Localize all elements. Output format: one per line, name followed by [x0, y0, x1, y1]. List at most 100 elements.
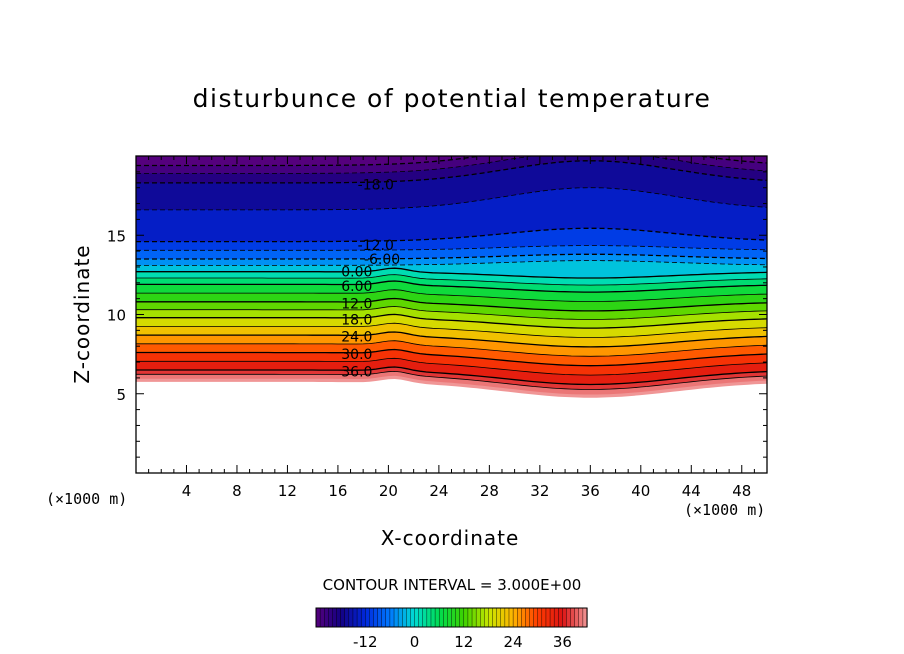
colorbar-segment	[574, 607, 580, 628]
colorbar-segment	[356, 607, 362, 628]
contour-label: 6.00	[341, 279, 372, 295]
colorbar-segment	[385, 607, 391, 628]
colorbar-segment	[566, 607, 572, 628]
colorbar-segment	[533, 607, 539, 628]
y-axis-label: Z-coordinate	[70, 244, 94, 384]
contour-label: 0.00	[341, 265, 372, 281]
contour-label: 30.0	[341, 347, 372, 363]
colorbar-segment	[496, 607, 502, 628]
colorbar-segment	[319, 607, 325, 628]
colorbar-segment	[504, 607, 510, 628]
colorbar-segment	[381, 607, 387, 628]
colorbar-segment	[324, 607, 329, 628]
colorbar-segment	[377, 607, 383, 628]
contour-line	[136, 322, 767, 338]
colorbar-segment	[397, 607, 403, 628]
colorbar-segment	[369, 607, 375, 628]
colorbar-segment	[578, 607, 584, 628]
contour-label: 18.0	[341, 312, 372, 328]
colorbar-segment	[529, 607, 535, 628]
contour-line	[136, 331, 767, 348]
colorbar-segment	[553, 607, 559, 628]
colorbar-segment	[488, 607, 494, 628]
colorbar-segment	[434, 607, 440, 628]
contour-line	[136, 260, 767, 266]
colorbar-segment	[438, 607, 444, 628]
colorbar-segment	[422, 607, 428, 628]
contour-line	[136, 366, 767, 386]
colorbar-segment	[426, 607, 432, 628]
contour-line	[136, 160, 767, 184]
x-tick-label: 44	[682, 482, 701, 500]
x-unit-label-left: (×1000 m)	[46, 490, 128, 508]
colorbar-segment	[393, 607, 399, 628]
colorbar-segment	[492, 607, 498, 628]
colorbar-segment	[414, 607, 420, 628]
contour-line	[136, 289, 767, 302]
contour-line	[136, 227, 767, 243]
contour-line	[136, 306, 767, 320]
y-tick-label: 5	[116, 386, 126, 404]
colorbar-segment	[562, 607, 568, 628]
contour-line	[136, 348, 767, 367]
x-axis-label: X-coordinate	[380, 526, 520, 550]
colorbar-segment	[336, 607, 342, 628]
colorbar-segment	[570, 607, 576, 628]
colorbar-segment	[328, 607, 334, 628]
colorbar-segment	[340, 607, 346, 628]
x-tick-label: 32	[530, 482, 549, 500]
colorbar-segment	[459, 607, 465, 628]
colorbar-segment	[500, 607, 506, 628]
colorbar-segment	[365, 607, 370, 628]
contour-label: -6.00	[364, 252, 400, 268]
contour-line	[136, 245, 767, 251]
contour-label: 12.0	[341, 296, 372, 312]
colorbar-segment	[455, 607, 461, 628]
colorbar-segment	[443, 607, 449, 628]
contour-line	[136, 340, 767, 357]
contour-label: 24.0	[341, 330, 372, 346]
colorbar-segment	[430, 607, 436, 628]
colorbar-segment	[484, 607, 490, 628]
colorbar-segment	[389, 607, 395, 628]
colorbar-segment	[467, 607, 473, 628]
colorbar-segment	[406, 607, 412, 628]
contour-label: -12.0	[358, 238, 394, 254]
x-tick-label: 12	[278, 482, 297, 500]
x-tick-label: 28	[480, 482, 499, 500]
fill-band-white	[136, 379, 767, 473]
contour-line	[136, 274, 767, 286]
colorbar-tick-label: 24	[504, 633, 523, 651]
colorbar-segment	[525, 607, 531, 628]
colorbar-tick-label: -12	[353, 633, 378, 651]
colorbar-segment	[537, 607, 543, 628]
colorbar-segment	[348, 607, 354, 628]
colorbar-segment	[558, 607, 563, 628]
colorbar-segment	[332, 607, 338, 628]
contour-line	[136, 357, 767, 376]
colorbar-segment	[545, 607, 551, 628]
colorbar-frame	[315, 607, 588, 628]
x-tick-label: 40	[631, 482, 650, 500]
colorbar-segment	[512, 607, 518, 628]
colorbar-segment	[451, 607, 457, 628]
colorbar-segment	[344, 607, 350, 628]
contour-label: 36.0	[341, 365, 372, 381]
colorbar-segment	[360, 607, 366, 628]
colorbar-segment	[315, 607, 321, 628]
colorbar-tick-label: 36	[553, 633, 572, 651]
colorbar-segment	[447, 607, 453, 628]
colorbar-segment	[463, 607, 469, 628]
y-tick-label: 10	[107, 307, 126, 325]
contour-line	[136, 267, 767, 279]
x-tick-label: 36	[581, 482, 600, 500]
colorbar-segment	[480, 607, 485, 628]
colorbar-segment	[549, 607, 555, 628]
colorbar-segment	[471, 607, 477, 628]
contour-line	[136, 297, 767, 312]
chart-title: disturbunce of potential temperature	[192, 84, 712, 113]
contour-line	[136, 313, 767, 329]
colorbar-segment	[541, 607, 547, 628]
colorbar-segment	[373, 607, 379, 628]
